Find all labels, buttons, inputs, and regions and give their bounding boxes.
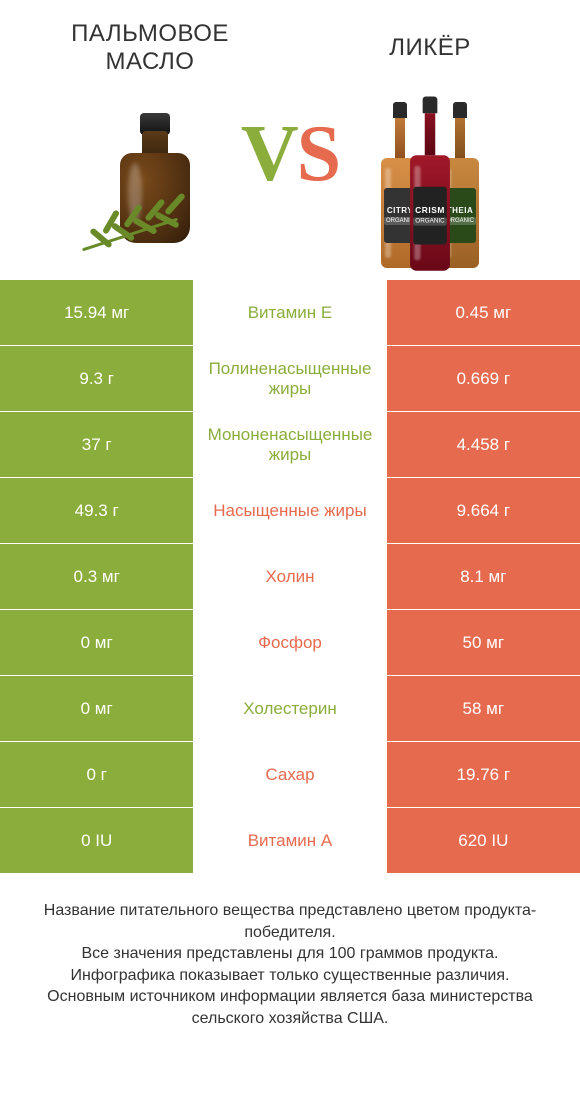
cell-left-value: 0 IU [0,808,193,873]
cell-nutrient-name: Холин [193,544,386,609]
cell-right-value: 4.458 г [387,412,580,477]
footer-line-2: Все значения представлены для 100 граммо… [24,943,556,965]
table-row: 37 гМононенасыщенные жиры4.458 г [0,412,580,478]
footer-line-3: Инфографика показывает только существенн… [24,965,556,987]
table-row: 9.3 гПолиненасыщенные жиры0.669 г [0,346,580,412]
table-row: 0.3 мгХолин8.1 мг [0,544,580,610]
cell-right-value: 50 мг [387,610,580,675]
table-row: 0 мгХолестерин58 мг [0,676,580,742]
cell-nutrient-name: Мононенасыщенные жиры [193,412,386,477]
cell-right-value: 0.669 г [387,346,580,411]
table-row: 0 гСахар19.76 г [0,742,580,808]
comparison-table: 15.94 мгВитамин E0.45 мг9.3 гПолиненасыщ… [0,280,580,874]
cell-left-value: 15.94 мг [0,280,193,345]
cell-right-value: 9.664 г [387,478,580,543]
cell-left-value: 0 г [0,742,193,807]
header: ПАЛЬМОВОЕ МАСЛО [0,0,580,280]
table-row: 15.94 мгВитамин E0.45 мг [0,280,580,346]
cell-left-value: 37 г [0,412,193,477]
cell-nutrient-name: Холестерин [193,676,386,741]
cell-left-value: 49.3 г [0,478,193,543]
cell-right-value: 0.45 мг [387,280,580,345]
cell-nutrient-name: Витамин E [193,280,386,345]
product-right-title: ЛИКЁР [389,18,471,78]
vs-v: V [241,110,297,198]
cell-nutrient-name: Фосфор [193,610,386,675]
vs-s: S [297,110,340,198]
cell-right-value: 19.76 г [387,742,580,807]
bottle-2-sub: ORGANIC [413,217,447,225]
cell-nutrient-name: Витамин A [193,808,386,873]
cell-left-value: 0.3 мг [0,544,193,609]
product-left-title: ПАЛЬМОВОЕ МАСЛО [71,18,229,78]
footer-line-1: Название питательного вещества представл… [24,900,556,943]
table-row: 0 мгФосфор50 мг [0,610,580,676]
footer-text: Название питательного вещества представл… [0,874,580,1030]
cell-right-value: 58 мг [387,676,580,741]
table-row: 0 IUВитамин A620 IU [0,808,580,874]
bottle-2-label: CRISM [415,206,445,215]
cell-left-value: 0 мг [0,676,193,741]
cell-right-value: 8.1 мг [387,544,580,609]
vs-label: VS [241,114,339,194]
footer-line-4: Основным источником информации является … [24,986,556,1029]
cell-left-value: 0 мг [0,610,193,675]
cell-nutrient-name: Сахар [193,742,386,807]
bottle-3-label: THEIA [447,206,474,215]
cell-nutrient-name: Насыщенные жиры [193,478,386,543]
cell-right-value: 620 IU [387,808,580,873]
table-row: 49.3 гНасыщенные жиры9.664 г [0,478,580,544]
cell-nutrient-name: Полиненасыщенные жиры [193,346,386,411]
cell-left-value: 9.3 г [0,346,193,411]
